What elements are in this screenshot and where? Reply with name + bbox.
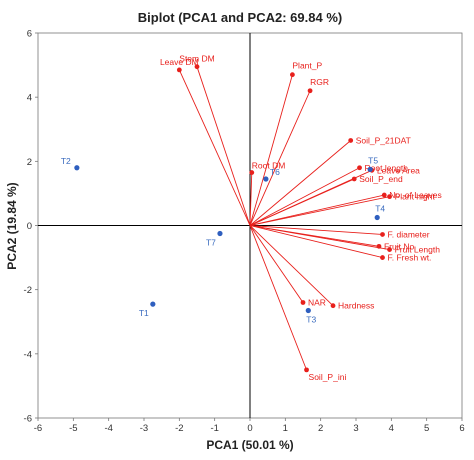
observation-label: T7: [206, 238, 216, 248]
observation-point: [150, 301, 156, 307]
observation-point: [367, 166, 373, 172]
variable-point: [381, 192, 387, 198]
observation-point: [217, 230, 223, 237]
observation-point: [74, 165, 80, 171]
variable-point: [387, 247, 392, 252]
variable-point: [330, 303, 336, 309]
x-tick-label: 5: [424, 423, 429, 434]
x-tick-label: -4: [104, 423, 112, 434]
y-tick-label: 4: [27, 93, 32, 104]
variable-label: Stem DM: [179, 54, 214, 64]
y-tick-label: 6: [27, 29, 32, 40]
variable-point: [307, 88, 313, 94]
x-tick-label: -3: [140, 423, 148, 434]
variable-point: [357, 165, 362, 171]
variable-point: [176, 67, 182, 73]
variable-vector: [249, 172, 253, 226]
variable-vector: [249, 225, 383, 235]
variable-vector: [249, 225, 307, 371]
y-axis-title: PCA2 (19.84 %): [5, 182, 19, 269]
variable-label: Leave Area: [377, 165, 420, 175]
variable-label: Hardness: [338, 301, 374, 311]
y-tick-label: -4: [24, 349, 32, 360]
variable-vector: [249, 225, 390, 251]
variable-point: [249, 170, 255, 175]
variable-point: [304, 367, 309, 373]
observation-label: T1: [139, 308, 149, 318]
chart-title: Biplot (PCA1 and PCA2: 69.84 %): [138, 10, 342, 25]
variable-label: Leave DM: [160, 57, 199, 67]
x-tick-label: -5: [69, 423, 77, 434]
variable-label: Soil_P_ini: [309, 372, 347, 382]
y-tick-label: -6: [24, 414, 32, 425]
observation-label: T6: [270, 167, 280, 177]
observation-point: [305, 307, 311, 314]
variable-point: [387, 194, 392, 200]
observation-label: T4: [375, 203, 385, 213]
observation-label: T5: [368, 155, 378, 165]
variable-label: Fruit No: [384, 241, 415, 251]
observation-point: [263, 176, 269, 182]
variable-label: Plant hight: [395, 192, 436, 202]
variable-point: [290, 72, 295, 78]
x-axis-title: PCA1 (50.01 %): [206, 438, 293, 452]
variable-point: [351, 176, 357, 182]
variable-point: [300, 300, 306, 305]
y-tick-label: 2: [27, 157, 32, 168]
variable-vector: [249, 196, 390, 226]
y-tick-label: -2: [24, 285, 32, 296]
x-tick-label: -6: [34, 423, 42, 434]
variable-label: F. Fresh wt.: [388, 253, 432, 263]
x-tick-labels: -6 -5 -4 -3 -2 -1 0 1 2 3 4 5 6: [34, 418, 465, 434]
variable-label: Fruit Length: [395, 245, 441, 255]
x-tick-label: 1: [283, 423, 288, 434]
variable-point: [380, 255, 385, 260]
variable-point: [380, 232, 385, 237]
variable-vector: [249, 225, 304, 303]
variable-vector: [249, 225, 383, 259]
observation-point: [374, 214, 380, 221]
variable-vector: [178, 69, 251, 226]
variable-label: No. of Leaves: [389, 190, 441, 200]
x-tick-label: 3: [353, 423, 358, 434]
variable-vector: [249, 74, 293, 226]
variable-label: Soil_P_end: [359, 174, 403, 184]
y-tick-label: 0: [27, 221, 32, 232]
variable-label: Root length: [365, 163, 409, 173]
x-tick-label: -2: [175, 423, 183, 434]
variable-label: F. diameter: [388, 229, 430, 239]
x-tick-label: 0: [247, 423, 252, 434]
variable-label: NAR: [308, 298, 326, 308]
variable-label: Root DM: [252, 161, 286, 171]
variable-label: RGR: [310, 77, 329, 87]
variable-vector: [249, 178, 355, 226]
x-tick-label: -1: [210, 423, 218, 434]
x-tick-label: 2: [318, 423, 323, 434]
x-tick-label: 6: [459, 423, 464, 434]
observation-label: T2: [61, 156, 71, 166]
variable-vector: [249, 167, 360, 226]
observation-points: T1 T2 T3 T4 T5 T6 T7: [61, 155, 386, 324]
variable-vector: [249, 225, 334, 307]
variable-label: Soil_P_21DAT: [356, 135, 411, 145]
y-tick-labels: -6 -4 -2 0 2 4 6: [24, 29, 38, 425]
variable-vector: [196, 66, 251, 226]
variable-point: [194, 64, 200, 70]
variable-point: [348, 138, 354, 143]
x-tick-label: 4: [389, 423, 394, 434]
variable-label: Plant_P: [292, 61, 322, 71]
observation-label: T3: [306, 315, 316, 325]
variable-vector: [249, 90, 311, 226]
variable-vector: [249, 140, 351, 226]
